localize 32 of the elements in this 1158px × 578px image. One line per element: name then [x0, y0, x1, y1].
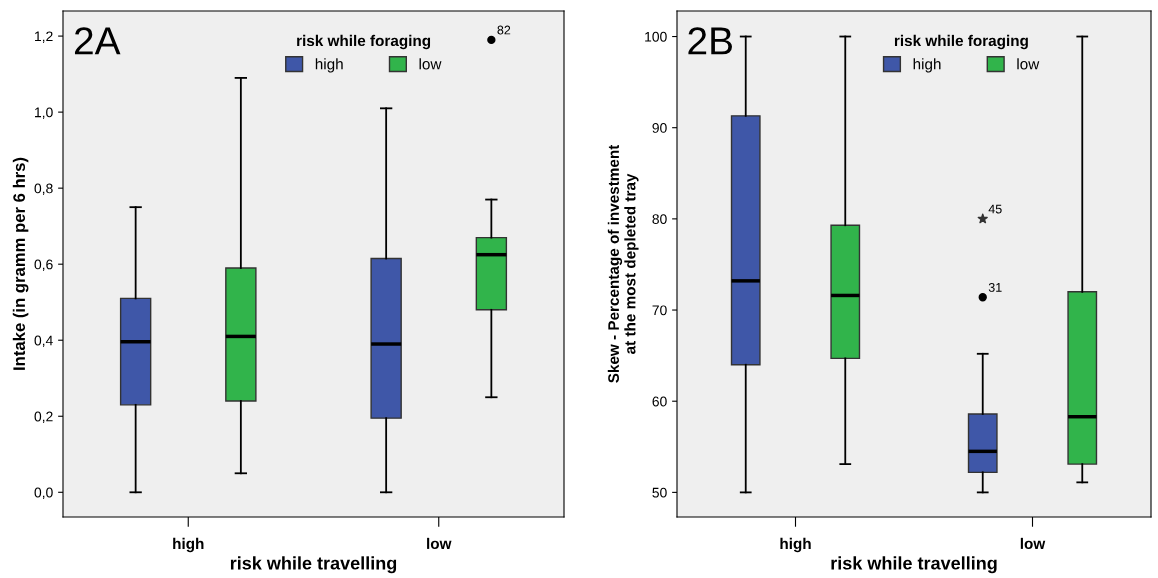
annotation: 82 — [497, 25, 511, 35]
legend-label: high — [315, 58, 343, 73]
y-axis-title: Skew - Percentage of investment at the most depleted tray — [607, 144, 639, 383]
y-tick-label: 50 — [652, 487, 667, 498]
x-axis-title: risk while travelling — [831, 556, 997, 574]
legend-title: risk while foraging — [894, 34, 1028, 50]
y-tick-label: 0,8 — [34, 183, 53, 195]
y-axis-title: Intake (in gramm per 6 hrs) — [12, 157, 29, 370]
legend-label: low — [1017, 58, 1040, 70]
x-tick-label: low — [427, 537, 452, 550]
y-tick-label: 1,2 — [35, 31, 53, 43]
annotation: 2B — [688, 27, 732, 55]
x-tick-label: high — [780, 537, 811, 553]
annotation: 31 — [988, 282, 1002, 292]
legend-title: risk while foraging — [297, 34, 431, 50]
annotation: 45 — [988, 204, 1002, 214]
y-tick-label: 0,0 — [34, 487, 53, 500]
y-tick-label: 100 — [645, 31, 667, 42]
y-tick-label: 80 — [652, 214, 667, 225]
x-tick-label: high — [173, 537, 204, 553]
y-tick-label: 0,4 — [34, 335, 53, 348]
y-tick-label: 0,2 — [34, 411, 53, 424]
y-tick-label: 0,6 — [34, 259, 53, 271]
y-tick-label: 90 — [652, 123, 667, 133]
y-tick-label: 60 — [652, 396, 667, 407]
y-tick-label: 1,0 — [35, 107, 53, 119]
annotation: 2A — [74, 27, 121, 55]
x-tick-label: low — [1020, 537, 1046, 550]
legend-label: high — [913, 58, 941, 73]
y-tick-label: 70 — [652, 305, 667, 316]
legend-label: low — [419, 58, 442, 70]
x-axis-title: risk while travelling — [230, 556, 397, 574]
